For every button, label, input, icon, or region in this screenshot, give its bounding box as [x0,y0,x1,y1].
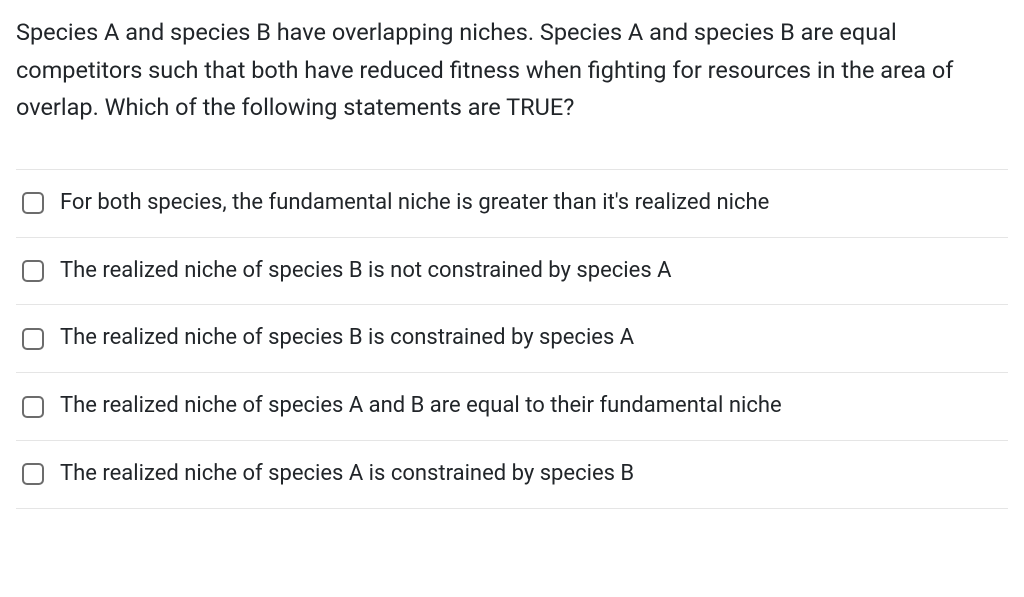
option-row[interactable]: The realized niche of species A and B ar… [16,373,1008,441]
checkbox-icon[interactable] [22,328,44,350]
checkbox-icon[interactable] [22,396,44,418]
option-label: The realized niche of species A and B ar… [60,391,782,422]
option-row[interactable]: The realized niche of species A is const… [16,441,1008,509]
option-label: For both species, the fundamental niche … [60,188,769,219]
option-row[interactable]: For both species, the fundamental niche … [16,170,1008,238]
checkbox-icon[interactable] [22,192,44,214]
option-label: The realized niche of species A is const… [60,459,634,490]
question-text: Species A and species B have overlapping… [16,14,1008,127]
option-label: The realized niche of species B is not c… [60,256,671,287]
checkbox-icon[interactable] [22,463,44,485]
checkbox-icon[interactable] [22,260,44,282]
option-label: The realized niche of species B is const… [60,323,634,354]
options-list: For both species, the fundamental niche … [16,169,1008,509]
option-row[interactable]: The realized niche of species B is const… [16,305,1008,373]
option-row[interactable]: The realized niche of species B is not c… [16,238,1008,306]
